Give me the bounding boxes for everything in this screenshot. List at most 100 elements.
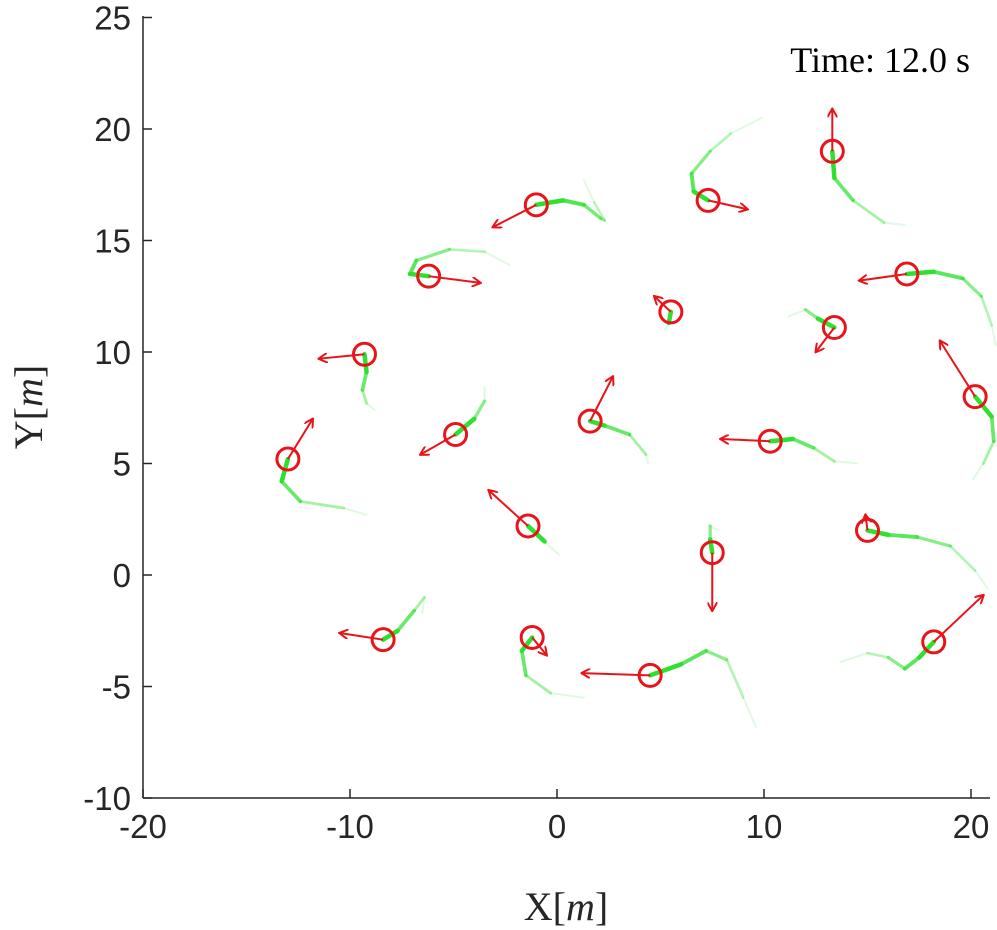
trail-segment [708,132,733,153]
trail-segment [342,507,368,516]
trail-segment [787,308,807,318]
heading-arrow [721,439,771,441]
trail-segment [602,423,632,437]
trail-segment [421,596,426,614]
trail-segment [362,351,369,375]
agent-marker [519,624,545,650]
trail-segment [279,479,303,504]
agent-marker [351,341,377,367]
heading-arrow [707,199,747,209]
trail-segment [408,258,419,276]
y-ticks: -10 -5 0 5 10 15 20 25 [83,0,152,817]
agent-marker [515,513,541,539]
agent-marker [637,662,663,688]
trail-segment [982,439,996,465]
trail-segment [990,324,997,347]
trail-segment [886,655,907,671]
trail-segment [689,171,696,194]
trail-segment [663,322,670,331]
trail-segment [902,655,922,671]
trail-segment [582,203,603,220]
y-tick-label: 20 [94,111,131,148]
agent-marker [819,138,845,164]
heading-arrow [493,203,537,227]
trail-segment [524,673,553,695]
trail-segment [483,250,511,267]
heading-arrow [287,419,313,460]
trail-segment [549,692,585,699]
agent-marker [962,384,988,410]
y-tick-label: 25 [94,0,131,37]
trail-segment [883,221,906,226]
agent-marker [699,540,725,566]
trail-segment [587,418,607,428]
agent-marker [757,428,783,454]
x-tick-label: 10 [746,808,783,845]
trail-segment [593,201,606,222]
x-tick-label: 0 [548,808,566,845]
x-tick-label: -20 [119,808,167,845]
x-tick-label: 20 [953,808,990,845]
heading-arrow [589,377,613,422]
trail-segment [812,446,836,463]
agent-marker [577,408,603,434]
heading-arrow [859,272,907,281]
agent-marker [894,261,920,287]
agent-marker [695,187,721,213]
trail-segment [691,189,711,203]
axes [142,16,990,799]
trail-segment [815,316,837,330]
trail-segment [645,453,650,465]
trail-segment [791,437,816,450]
trail-segment [851,198,886,225]
trail-segment [598,216,607,222]
agent-marker [443,422,469,448]
y-tick-label: 10 [94,334,131,371]
trail-segment [886,532,920,540]
trail-segment [582,179,596,204]
trail-segment [407,271,431,279]
trails-layer [279,116,997,728]
heading-arrows-layer [287,109,984,675]
agent-marker [370,627,396,653]
trail-segment [904,269,936,277]
heading-arrow [489,490,529,527]
agent-markers-layer [275,138,988,688]
trail-segment [833,460,859,465]
trail-segment [972,462,985,481]
trail-segment [543,540,561,556]
trail-segment [679,648,708,667]
x-tick-label: -10 [326,808,374,845]
trail-segment [380,628,400,642]
trail-segment [830,149,837,181]
trail-segment [534,198,566,208]
trail-segment [866,651,890,659]
trail-segment [519,635,535,654]
trail-segment [689,149,712,176]
trail-segment [395,608,417,633]
trail-segment [729,116,763,135]
trail-segment [915,535,952,548]
heading-arrow [865,515,867,531]
trail-segment [961,276,983,298]
trail-segment [360,370,369,392]
agent-marker [821,314,847,340]
y-tick-label: 15 [94,223,131,260]
trail-segment [704,649,729,662]
y-tick-label: -5 [102,669,131,706]
trail-segment [974,569,989,590]
trail-segment [931,269,965,281]
heading-arrow [816,326,836,352]
agent-marker [275,446,301,472]
agent-marker [658,299,684,325]
heading-arrow [319,354,365,358]
trail-segment [647,661,684,678]
trail-segment [839,652,869,663]
heading-arrow [340,633,384,641]
agent-marker [921,629,947,655]
trail-segment [561,198,586,207]
trail-segment [365,402,376,411]
trail-segment [725,658,745,699]
trail-segment [448,248,486,253]
